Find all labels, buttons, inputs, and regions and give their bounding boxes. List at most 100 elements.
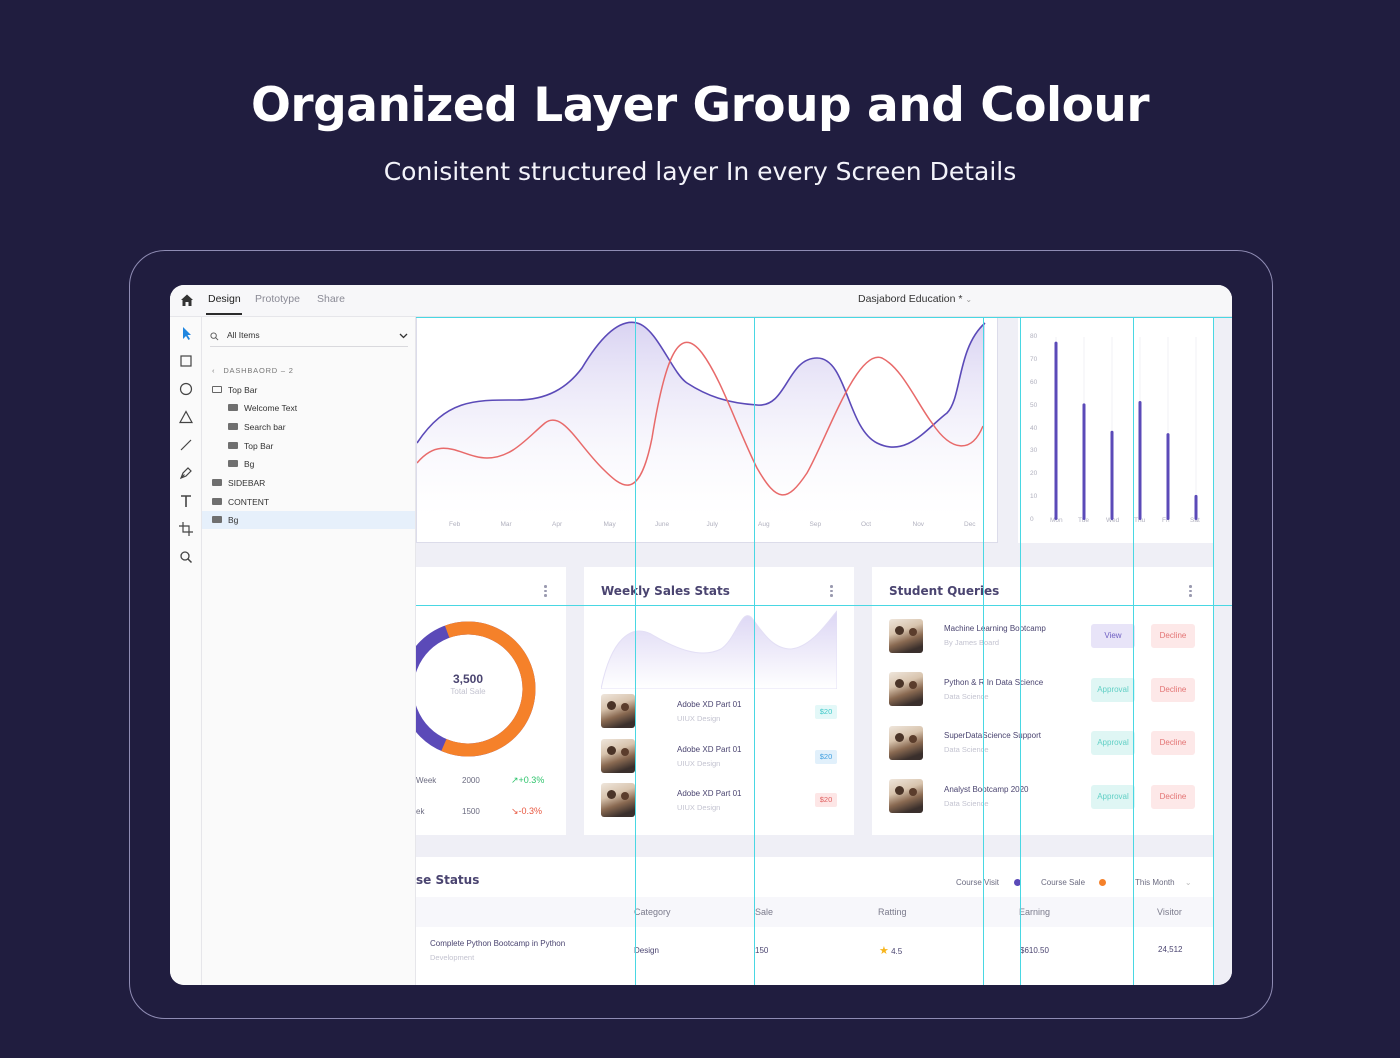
x-axis-tick: Fri xyxy=(1162,517,1170,524)
period-select[interactable]: This Month ⌄ xyxy=(1135,878,1192,887)
x-axis-tick: Thu xyxy=(1134,517,1146,524)
x-axis-tick: Oct xyxy=(861,521,872,528)
design-canvas[interactable]: Feb Mar Apr May June July Aug Sep Oct Nov Dec 80 70… xyxy=(416,317,1232,985)
select-icon[interactable] xyxy=(178,325,194,341)
course-thumbnail xyxy=(601,694,635,728)
trend-up-icon: ↗ xyxy=(511,775,519,785)
design-app-window: Design Prototype Share Dasjabord Educati… xyxy=(170,285,1232,985)
home-icon[interactable] xyxy=(179,292,195,308)
text-icon[interactable] xyxy=(178,493,194,509)
layout-guide xyxy=(1020,317,1021,985)
x-axis-tick: Apr xyxy=(552,521,563,528)
layer-search-input[interactable]: All Items xyxy=(227,330,260,340)
star-icon: ★ xyxy=(879,945,889,957)
trend-down-icon: ↘ xyxy=(511,806,519,816)
ellipse-icon[interactable] xyxy=(178,381,194,397)
area-fill xyxy=(417,322,985,518)
layers-panel: All Items ‹ DASHBAORD – 2 Top Bar Welcome… xyxy=(202,317,416,985)
cell-sale: 150 xyxy=(755,946,769,955)
folder-icon xyxy=(228,460,238,468)
item-subtitle: UIUX Design xyxy=(677,803,721,812)
student-avatar xyxy=(889,672,923,706)
layer-welcome-text[interactable]: Welcome Text xyxy=(228,399,297,417)
pen-icon[interactable] xyxy=(178,465,194,481)
document-title[interactable]: Dasjabord Education * ⌄ xyxy=(858,293,973,305)
approval-button[interactable]: Approval xyxy=(1091,785,1135,809)
course-status-card: se Status Course Visit Course Sale This … xyxy=(416,857,1214,985)
x-axis-tick: Nov xyxy=(912,521,925,528)
search-icon xyxy=(210,332,219,341)
chevron-down-icon[interactable] xyxy=(399,333,408,339)
decline-button[interactable]: Decline xyxy=(1151,731,1195,755)
rectangle-icon[interactable] xyxy=(178,353,194,369)
stat-row-value: 2000 xyxy=(462,776,480,785)
approval-button[interactable]: Approval xyxy=(1091,731,1135,755)
layer-top-bar-inner[interactable]: Top Bar xyxy=(228,437,273,455)
layer-sidebar[interactable]: SIDEBAR xyxy=(212,474,265,492)
cell-rating: ★ 4.5 xyxy=(879,945,903,957)
student-avatar xyxy=(889,619,923,653)
layout-guide xyxy=(635,317,636,985)
folder-icon xyxy=(228,404,238,412)
y-axis-tick: 50 xyxy=(1030,401,1038,409)
x-axis-tick: Aug xyxy=(758,521,770,528)
more-options-icon[interactable] xyxy=(830,585,833,598)
layer-top-bar[interactable]: Top Bar xyxy=(212,381,257,399)
layer-content[interactable]: CONTENT xyxy=(212,493,269,511)
tab-prototype[interactable]: Prototype xyxy=(255,293,300,305)
sparkline-area xyxy=(601,610,837,689)
query-title: Analyst Bootcamp 2020 xyxy=(944,785,1029,794)
layer-bg-inner[interactable]: Bg xyxy=(228,455,254,473)
more-options-icon[interactable] xyxy=(1189,585,1192,598)
x-axis-tick: Feb xyxy=(449,521,461,528)
column-header: Earning xyxy=(1019,907,1051,917)
view-button[interactable]: View xyxy=(1091,624,1135,648)
student-avatar xyxy=(889,726,923,760)
device-frame xyxy=(129,250,1273,1019)
total-sale-card: 3,500 Total Sale Week 2000 ↗+0.3% ek 150… xyxy=(416,567,566,835)
layout-guide xyxy=(1133,317,1134,985)
bar-tue xyxy=(1082,403,1086,520)
tool-strip xyxy=(170,317,202,985)
donut-orange-segment xyxy=(416,621,536,757)
decline-button[interactable]: Decline xyxy=(1151,678,1195,702)
chevron-down-icon: ⌄ xyxy=(965,295,973,304)
layer-search-bar[interactable]: Search bar xyxy=(228,418,286,436)
y-axis-tick: 40 xyxy=(1030,424,1038,432)
course-thumbnail xyxy=(601,739,635,773)
donut-label: Total Sale xyxy=(450,687,486,696)
price-badge: $20 xyxy=(815,793,837,807)
query-title: Machine Learning Bootcamp xyxy=(944,624,1046,633)
layout-guide xyxy=(983,317,984,985)
approval-button[interactable]: Approval xyxy=(1091,678,1135,702)
hero-title: Organized Layer Group and Colour xyxy=(250,78,1150,133)
y-axis-tick: 10 xyxy=(1030,493,1038,501)
weekly-sales-card: Weekly Sales Stats Adobe XD Part 01 UIUX… xyxy=(584,567,854,835)
app-topbar: Design Prototype Share Dasjabord Educati… xyxy=(170,285,1232,317)
line-icon[interactable] xyxy=(178,437,194,453)
card-title: se Status xyxy=(416,873,480,887)
tab-design[interactable]: Design xyxy=(208,293,241,305)
bar-wed xyxy=(1110,430,1114,520)
triangle-icon[interactable] xyxy=(178,409,194,425)
donut-value: 3,500 xyxy=(452,672,484,686)
layout-guide xyxy=(1213,317,1214,985)
x-axis-tick: Sat xyxy=(1190,517,1200,524)
area-line-chart xyxy=(417,321,986,518)
x-axis-tick: June xyxy=(655,521,670,528)
item-title: Adobe XD Part 01 xyxy=(677,745,742,754)
hero-subtitle: Conisitent structured layer In every Scr… xyxy=(383,157,1017,186)
frame-icon[interactable] xyxy=(178,521,194,537)
course-name[interactable]: Complete Python Bootcamp in Python xyxy=(430,939,566,948)
decline-button[interactable]: Decline xyxy=(1151,624,1195,648)
y-axis-tick: 60 xyxy=(1030,378,1038,386)
cell-visitor: 24,512 xyxy=(1158,945,1183,954)
decline-button[interactable]: Decline xyxy=(1151,785,1195,809)
layer-search[interactable]: All Items xyxy=(210,327,408,347)
more-options-icon[interactable] xyxy=(544,585,547,598)
layer-bg-selected[interactable]: Bg xyxy=(202,511,415,529)
page-back-link[interactable]: ‹ DASHBAORD – 2 xyxy=(212,366,294,375)
search-icon[interactable] xyxy=(178,549,194,565)
y-axis-tick: 70 xyxy=(1030,355,1038,363)
tab-share[interactable]: Share xyxy=(317,293,346,305)
